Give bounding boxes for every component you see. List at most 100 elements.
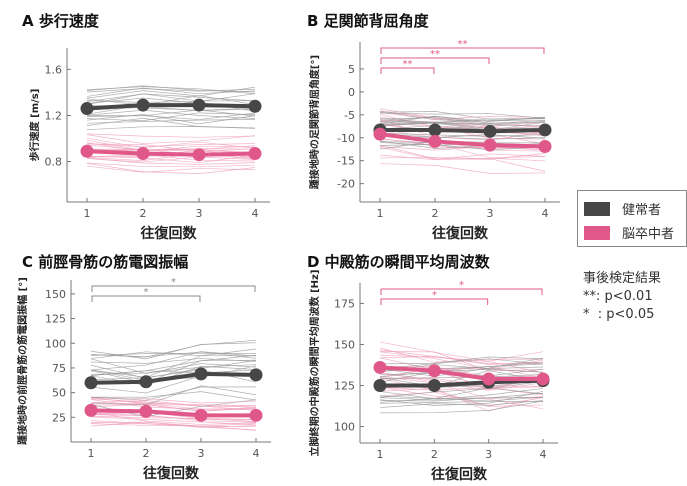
panel-title-C: C 前脛骨筋の筋電図振幅 (22, 253, 188, 271)
individual-line-healthy (90, 391, 257, 401)
individual-line-stroke (86, 142, 256, 152)
individual-line-healthy (90, 355, 257, 378)
individual-line-healthy (86, 88, 256, 93)
individual-line-healthy (90, 360, 257, 379)
individual-line-healthy (90, 359, 257, 384)
mean-point-stroke (249, 408, 263, 422)
x-tick-label: 3 (485, 448, 492, 461)
individual-line-stroke (90, 402, 257, 410)
individual-line-healthy (86, 86, 256, 95)
individual-line-stroke (379, 138, 546, 159)
significance-label: ** (403, 59, 413, 70)
mean-point-healthy (538, 123, 552, 137)
y-tick-label: 50 (52, 387, 66, 400)
individual-line-healthy (90, 358, 257, 374)
y-tick-label: 150 (45, 288, 66, 301)
individual-line-stroke (379, 347, 544, 363)
mean-point-healthy (139, 375, 153, 389)
individual-line-healthy (379, 401, 544, 404)
mean-line-stroke (86, 149, 256, 157)
mean-point-healthy (373, 379, 387, 393)
legend: 健常者 脳卒中者 (577, 190, 687, 247)
significance-bracket (380, 67, 435, 74)
individual-line-healthy (379, 356, 544, 365)
individual-line-stroke (379, 154, 546, 162)
legend-label-stroke: 脳卒中者 (622, 227, 675, 242)
individual-line-healthy (379, 112, 546, 119)
individual-line-stroke (90, 411, 257, 425)
individual-line-healthy (86, 117, 256, 129)
individual-line-stroke (86, 162, 256, 175)
individual-line-healthy (379, 120, 546, 130)
posthoc-title: 事後検定結果 (583, 271, 662, 286)
y-tick-label: 150 (334, 338, 355, 351)
mean-point-healthy (194, 367, 208, 381)
individual-line-healthy (379, 374, 544, 379)
significance-bracket (380, 288, 543, 295)
legend-label-healthy: 健常者 (622, 203, 662, 218)
x-axis-label: 往復回数 (432, 225, 489, 242)
mean-point-stroke (538, 139, 552, 153)
individual-line-healthy (90, 339, 257, 358)
individual-line-healthy (379, 132, 546, 137)
y-tick-label: 175 (334, 297, 355, 310)
posthoc-p01: **: p<0.01 (583, 289, 653, 304)
individual-line-healthy (90, 386, 257, 401)
mean-line-healthy (380, 127, 546, 134)
individual-line-healthy (379, 120, 546, 125)
significance-bracket (380, 298, 489, 305)
x-axis-label: 往復回数 (143, 465, 200, 482)
mean-point-stroke (373, 360, 387, 374)
y-axis-label: 踵接地時の足関節背屈角度[°] (308, 55, 321, 189)
individual-line-healthy (379, 133, 546, 140)
y-tick-label: 0 (348, 86, 355, 99)
mean-line-healthy (90, 371, 257, 385)
individual-line-stroke (90, 397, 257, 404)
individual-line-healthy (379, 392, 544, 399)
individual-line-healthy (90, 385, 257, 405)
mean-point-stroke (248, 147, 262, 161)
individual-line-healthy (86, 93, 256, 103)
y-tick-label: 25 (52, 411, 66, 424)
y-axis-label: 立脚終期の中殿筋の瞬間平均周波数 [Hz] (308, 270, 321, 457)
mean-point-stroke (536, 372, 550, 386)
x-tick-label: 3 (196, 207, 203, 220)
mean-point-stroke (194, 408, 208, 422)
y-tick-label: 1.6 (45, 63, 63, 76)
individual-line-healthy (86, 112, 256, 122)
significance-label: ** (458, 39, 468, 50)
posthoc-note: 事後検定結果 **: p<0.01 * : p<0.05 (583, 270, 661, 324)
x-tick-label: 1 (377, 207, 384, 220)
individual-line-healthy (379, 357, 544, 377)
y-tick-label: -20 (337, 178, 355, 191)
individual-line-healthy (379, 387, 544, 399)
individual-line-healthy (379, 111, 546, 120)
individual-line-stroke (86, 154, 256, 164)
posthoc-p05: * : p<0.05 (583, 307, 655, 322)
mean-line-stroke (379, 365, 543, 381)
individual-line-stroke (90, 400, 257, 411)
y-axis-label: 踵接地時の前脛骨筋の筋電図振幅 [°] (16, 277, 29, 445)
mean-line-healthy (86, 103, 256, 111)
individual-line-stroke (379, 112, 546, 120)
x-tick-label: 2 (431, 448, 438, 461)
x-tick-label: 1 (84, 207, 91, 220)
y-tick-label: -5 (344, 109, 355, 122)
individual-line-stroke (86, 158, 256, 165)
individual-line-stroke (86, 156, 256, 163)
individual-line-healthy (379, 122, 546, 127)
individual-line-healthy (86, 93, 256, 105)
mean-point-stroke (483, 138, 497, 152)
y-tick-label: 100 (334, 421, 355, 434)
y-axis-label: 歩行速度 [m/s] (28, 89, 41, 162)
individual-line-stroke (86, 154, 256, 162)
significance-label: * (459, 280, 464, 291)
individual-line-stroke (379, 341, 544, 362)
significance-label: * (432, 290, 437, 301)
mean-point-stroke (482, 372, 496, 386)
individual-line-healthy (90, 352, 257, 356)
mean-point-stroke (139, 404, 153, 418)
mean-point-stroke (427, 364, 441, 378)
individual-line-stroke (379, 146, 546, 160)
